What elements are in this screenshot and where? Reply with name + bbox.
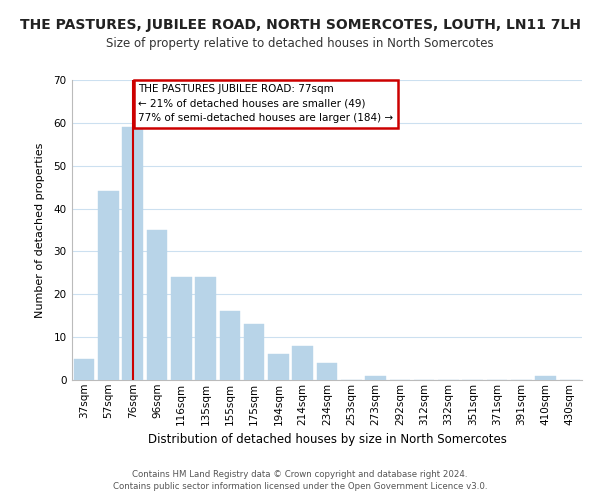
Bar: [74, 358, 94, 380]
Y-axis label: Number of detached properties: Number of detached properties: [35, 142, 45, 318]
Text: Contains public sector information licensed under the Open Government Licence v3: Contains public sector information licen…: [113, 482, 487, 491]
Bar: [220, 312, 240, 380]
Bar: [317, 363, 337, 380]
Bar: [195, 277, 216, 380]
Text: Contains HM Land Registry data © Crown copyright and database right 2024.: Contains HM Land Registry data © Crown c…: [132, 470, 468, 479]
Text: Size of property relative to detached houses in North Somercotes: Size of property relative to detached ho…: [106, 38, 494, 51]
Bar: [535, 376, 556, 380]
X-axis label: Distribution of detached houses by size in North Somercotes: Distribution of detached houses by size …: [148, 433, 506, 446]
Bar: [365, 376, 386, 380]
Bar: [268, 354, 289, 380]
Bar: [171, 277, 191, 380]
Text: THE PASTURES, JUBILEE ROAD, NORTH SOMERCOTES, LOUTH, LN11 7LH: THE PASTURES, JUBILEE ROAD, NORTH SOMERC…: [19, 18, 581, 32]
Text: THE PASTURES JUBILEE ROAD: 77sqm
← 21% of detached houses are smaller (49)
77% o: THE PASTURES JUBILEE ROAD: 77sqm ← 21% o…: [139, 84, 394, 124]
Bar: [98, 192, 119, 380]
Bar: [122, 127, 143, 380]
Bar: [146, 230, 167, 380]
Bar: [292, 346, 313, 380]
Bar: [244, 324, 265, 380]
